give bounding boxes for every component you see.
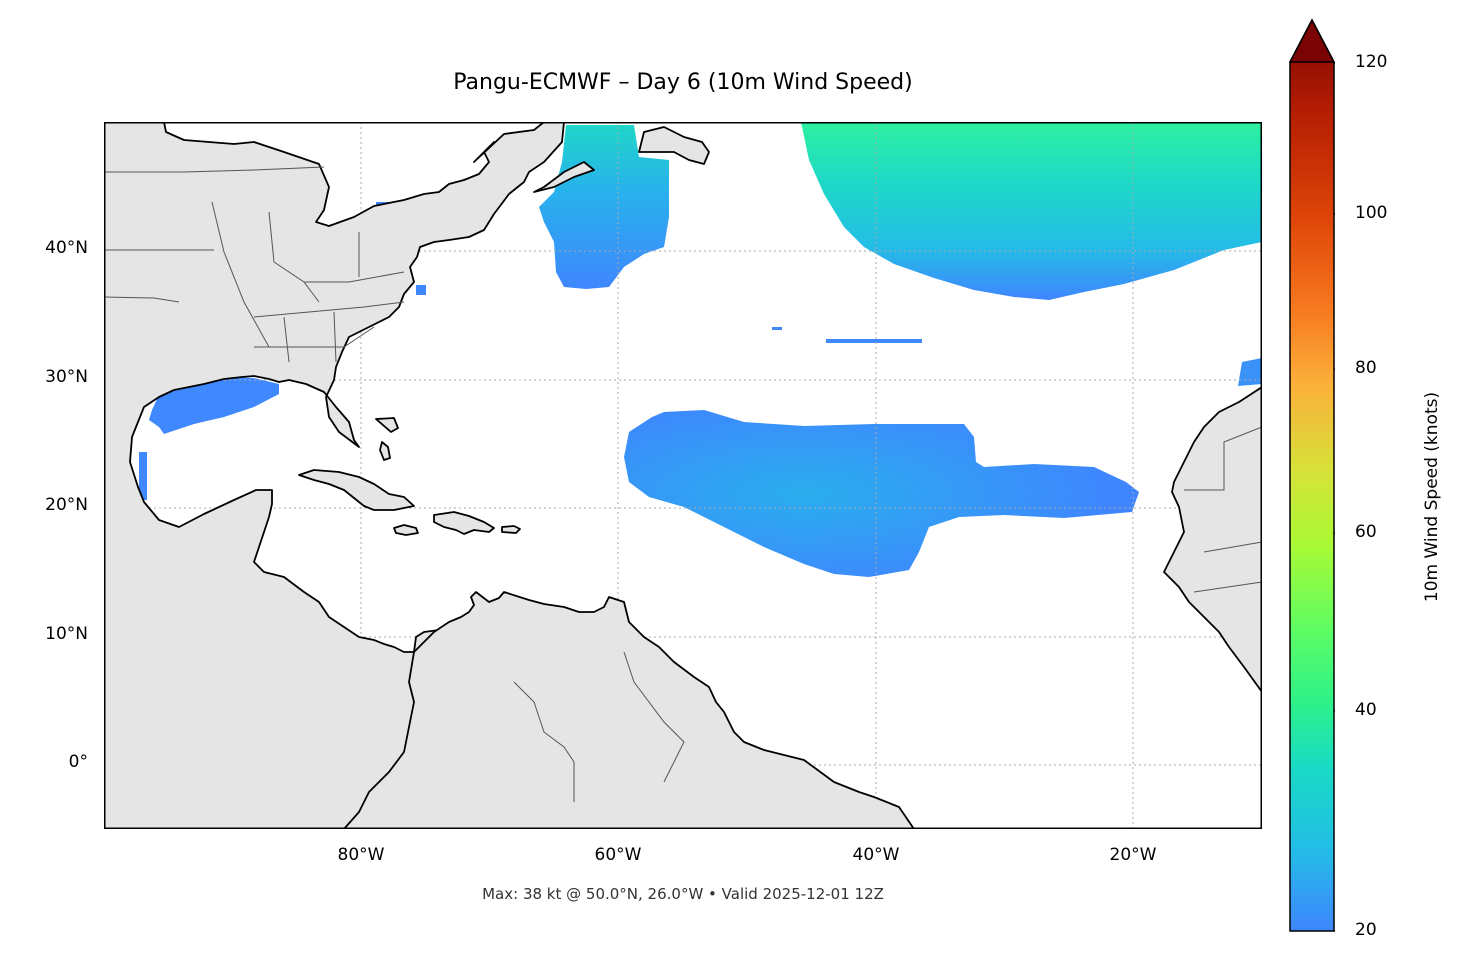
- wind-bermuda-2: [826, 339, 922, 343]
- map-border: [104, 122, 1262, 829]
- borders-layer: [104, 166, 1262, 802]
- south-america: [343, 591, 915, 829]
- colorbar-tick-120: 120: [1355, 52, 1388, 72]
- colorbar-label: 10m Wind Speed (knots): [1422, 391, 1442, 603]
- wind-trade-band: [624, 410, 1139, 577]
- jamaica: [393, 524, 419, 536]
- wind-chesapeake: [416, 285, 426, 295]
- wind-north-atlantic: [801, 122, 1262, 300]
- lat-tick-30n: 30°N: [45, 367, 88, 387]
- chart-title: Pangu-ECMWF – Day 6 (10m Wind Speed): [453, 70, 913, 95]
- map-canvas: [104, 122, 1262, 829]
- lon-tick-20w: 20°W: [1109, 845, 1157, 865]
- west-africa: [1163, 386, 1262, 693]
- wind-bermuda-1: [772, 327, 782, 330]
- puerto-rico: [501, 525, 521, 534]
- hispaniola: [433, 511, 495, 535]
- colorbar-tick-80: 80: [1355, 358, 1377, 378]
- lat-tick-0: 0°: [68, 752, 88, 772]
- cuba: [298, 469, 415, 511]
- colorbar-tick-20: 20: [1355, 920, 1377, 940]
- lon-tick-80w: 80°W: [337, 845, 385, 865]
- lat-tick-40n: 40°N: [45, 238, 88, 258]
- bahamas: [375, 417, 399, 433]
- colorbar-extend-arrow: [1289, 18, 1335, 63]
- max-wind-annotation: Max: 38 kt @ 50.0°N, 26.0°W • Valid 2025…: [482, 885, 884, 903]
- colorbar-tick-60: 60: [1355, 522, 1377, 542]
- lon-tick-40w: 40°W: [852, 845, 900, 865]
- map-panel: [104, 122, 1262, 829]
- nova-scotia: [533, 161, 595, 193]
- wind-nova-scotia: [539, 125, 669, 289]
- land-layer: [104, 122, 1262, 829]
- lat-tick-10n: 10°N: [45, 624, 88, 644]
- wind-canary: [1238, 358, 1262, 386]
- colorbar-tick-40: 40: [1355, 700, 1377, 720]
- gridlines: [104, 122, 1262, 829]
- bahamas-2: [379, 441, 391, 461]
- colorbar-tick-100: 100: [1355, 203, 1388, 223]
- wind-gulf-of-mexico: [149, 377, 279, 434]
- newfoundland: [638, 126, 710, 165]
- lon-tick-60w: 60°W: [594, 845, 642, 865]
- wind-yucatan: [139, 452, 147, 500]
- colorbar: [1289, 18, 1335, 933]
- lat-tick-20n: 20°N: [45, 495, 88, 515]
- wind-field-layer: [139, 122, 1262, 581]
